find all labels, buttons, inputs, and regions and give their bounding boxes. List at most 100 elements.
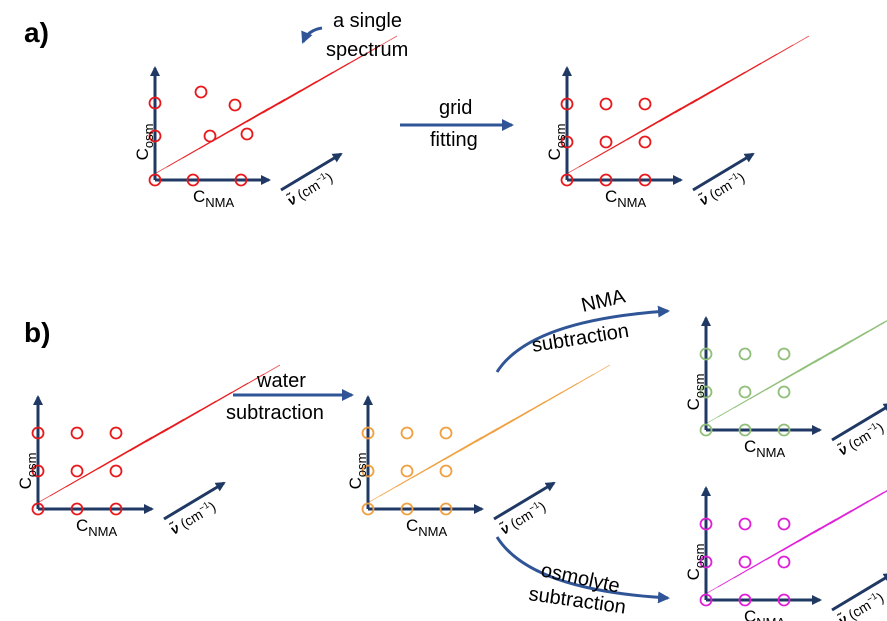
x-axis-label-main: C: [744, 607, 756, 621]
x-axis-label: CNMA: [744, 607, 785, 621]
concentration-point: [234, 173, 248, 187]
wavenumber-exponent: −1: [865, 421, 879, 435]
concentration-point: [240, 127, 254, 141]
x-axis-label-sub: NMA: [756, 615, 785, 621]
concentration-point: [186, 173, 200, 187]
y-axis-label: Cosm: [545, 124, 568, 161]
concentration-point: [777, 423, 791, 437]
concentration-point: [699, 593, 713, 607]
x-axis-label: CNMA: [406, 516, 447, 539]
nma-subtraction-label-line2: subtraction: [530, 320, 630, 357]
x-axis-label-sub: NMA: [205, 195, 234, 210]
concentration-point: [638, 135, 652, 149]
x-axis-label: CNMA: [76, 516, 117, 539]
spectrum-line: [278, 35, 398, 105]
concentration-point: [560, 135, 574, 149]
concentration-point: [439, 502, 453, 516]
wavenumber-label: ν̃ (cm−1): [497, 497, 549, 537]
wavenumber-axis: [692, 152, 755, 192]
concentration-point: [109, 464, 123, 478]
x-axis-label-main: C: [406, 516, 418, 535]
wavenumber-axis: [831, 572, 887, 612]
concentration-point: [400, 502, 414, 516]
concentration-point: [777, 517, 791, 531]
concentration-point: [361, 426, 375, 440]
panel-label-b: b): [24, 317, 50, 348]
wavenumber-exponent: −1: [527, 500, 541, 514]
wavenumber-label: ν̃ (cm−1): [696, 168, 748, 208]
y-axis-label-sub: osm: [692, 544, 707, 569]
spectrum-lines: [701, 490, 887, 597]
wavenumber-axis: [280, 152, 343, 192]
concentration-point: [31, 502, 45, 516]
water-subtraction-label-line2: subtraction: [226, 402, 324, 424]
y-axis-label-main: C: [16, 477, 35, 489]
concentration-point: [148, 96, 162, 110]
grid-fitting-label-line1: grid: [439, 97, 472, 119]
x-axis-label: CNMA: [744, 437, 785, 460]
y-axis-label: Cosm: [684, 544, 707, 581]
x-axis-label-main: C: [744, 437, 756, 456]
concentration-point: [439, 464, 453, 478]
spectrum-line: [797, 320, 887, 373]
concentration-point: [638, 173, 652, 187]
spectrum-line: [829, 490, 887, 525]
concentration-point: [361, 502, 375, 516]
y-axis-label-sub: osm: [553, 124, 568, 149]
concentration-point: [699, 385, 713, 399]
y-axis-label-sub: osm: [692, 374, 707, 399]
wavenumber-axis: [493, 481, 556, 521]
y-axis-label: Cosm: [346, 453, 369, 490]
concentration-point: [738, 593, 752, 607]
nma-subtraction-label-line1: NMA: [579, 285, 628, 317]
wavenumber-exponent: −1: [726, 171, 740, 185]
single-spectrum-label-line1: a single: [333, 10, 402, 32]
concentration-point: [400, 464, 414, 478]
spectrum-line: [161, 364, 281, 434]
concentration-point: [400, 426, 414, 440]
y-axis-label-main: C: [346, 477, 365, 489]
osmolyte-subtraction-arrow: [495, 536, 670, 604]
panel-label-a: a): [24, 17, 49, 48]
x-axis-label-sub: NMA: [756, 445, 785, 460]
y-axis-label: Cosm: [133, 124, 156, 161]
spectrum-lines: [363, 364, 611, 506]
plot-b-raw-spectra: Cosm CNMA ν̃ (cm−1): [16, 364, 281, 539]
concentration-point: [148, 129, 162, 143]
concentration-point: [738, 555, 752, 569]
concentration-point: [560, 173, 574, 187]
y-axis-label-sub: osm: [354, 453, 369, 478]
y-axis-label-main: C: [545, 148, 564, 160]
spectrum-line: [491, 364, 611, 434]
concentration-point: [777, 593, 791, 607]
concentration-point: [560, 97, 574, 111]
concentration-point: [599, 135, 613, 149]
wavenumber-exponent: −1: [197, 500, 211, 514]
concentration-point: [738, 347, 752, 361]
x-axis-label-main: C: [76, 516, 88, 535]
x-axis-label-main: C: [193, 187, 205, 206]
wavenumber-label: ν̃ (cm−1): [167, 497, 219, 537]
concentration-point: [699, 517, 713, 531]
concentration-point: [738, 517, 752, 531]
y-axis-label-main: C: [684, 568, 703, 580]
y-axis-label: Cosm: [16, 453, 39, 490]
single-spectrum-label-line2: spectrum: [326, 39, 408, 61]
spectrum-lines: [150, 35, 398, 177]
spectrum-line: [690, 35, 810, 105]
x-axis-label-sub: NMA: [617, 195, 646, 210]
concentration-point: [194, 85, 208, 99]
y-axis-label: Cosm: [684, 374, 707, 411]
grid-fitting-label-line2: fitting: [430, 129, 478, 151]
concentration-point: [738, 385, 752, 399]
spectrum-lines: [701, 320, 887, 427]
y-axis-label-sub: osm: [24, 453, 39, 478]
y-axis-label-main: C: [133, 148, 152, 160]
wavenumber-axis: [831, 402, 887, 442]
concentration-point: [599, 173, 613, 187]
concentration-point: [777, 555, 791, 569]
wavenumber-exponent: −1: [314, 171, 328, 185]
